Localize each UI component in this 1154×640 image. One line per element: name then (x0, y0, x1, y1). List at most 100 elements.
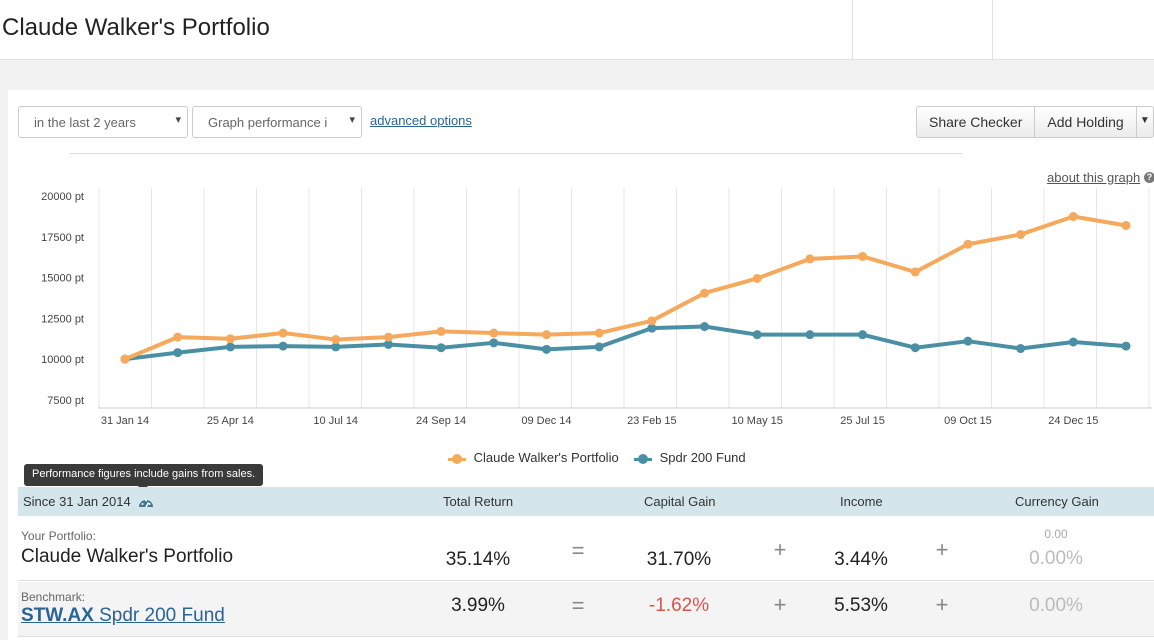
about-graph-link[interactable]: about this graph (1047, 170, 1141, 185)
benchmark-row: Benchmark: STW.AX Spdr 200 Fund 3.99% = … (18, 582, 1154, 637)
data-point (752, 330, 762, 340)
legend-label: Claude Walker's Portfolio (473, 450, 619, 465)
speedometer-icon[interactable] (138, 495, 154, 508)
performance-header: Since 31 Jan 2014 Total Return Capital G… (18, 487, 1154, 516)
help-icon[interactable]: ? (1144, 172, 1154, 183)
data-point (383, 332, 393, 342)
y-tick-label: 10000 pt (41, 354, 84, 366)
content-border (0, 90, 8, 640)
since-text: Since 31 Jan 2014 (23, 494, 131, 509)
benchmark-total-return: 3.99% (451, 595, 505, 616)
graph-select[interactable]: Graph performance i ▾ (192, 106, 362, 138)
y-tick-label: 15000 pt (41, 273, 84, 285)
legend-item-portfolio[interactable]: Claude Walker's Portfolio (448, 450, 619, 465)
since-label: Since 31 Jan 2014 (23, 494, 154, 509)
benchmark-currency-gain: 0.00% (1029, 595, 1083, 616)
equals-sign: = (571, 593, 585, 618)
data-point (383, 339, 393, 349)
benchmark-name: Spdr 200 Fund (99, 605, 225, 626)
benchmark-label: Benchmark: (21, 590, 86, 604)
data-point (963, 239, 973, 249)
x-tick-label: 10 Jul 14 (313, 415, 358, 427)
benchmark-link[interactable]: STW.AX Spdr 200 Fund (21, 605, 225, 626)
benchmark-name-link[interactable]: STW.AX Spdr 200 Fund (21, 605, 225, 627)
data-point (910, 343, 920, 353)
income-header: Income (840, 494, 883, 509)
data-point (489, 338, 499, 348)
share-checker-button[interactable]: Share Checker (917, 107, 1036, 137)
data-point (1016, 344, 1026, 354)
top-bar: Claude Walker's Portfolio (0, 0, 1154, 60)
data-point (278, 341, 288, 351)
data-point (173, 332, 183, 342)
data-point (700, 322, 710, 332)
plus-sign: + (773, 592, 787, 617)
data-point (700, 288, 710, 298)
caret-down-icon: ▾ (349, 114, 355, 126)
divider (852, 0, 853, 60)
data-point (331, 335, 341, 345)
data-point (1121, 220, 1131, 230)
data-point (541, 330, 551, 340)
caret-down-icon: ▼ (1139, 115, 1150, 126)
graph-select-value: Graph performance i (208, 115, 328, 130)
portfolio-income: 3.44% (834, 549, 888, 570)
add-holding-button[interactable]: Add Holding (1035, 107, 1137, 137)
data-point (436, 343, 446, 353)
advanced-options-link[interactable]: advanced options (370, 113, 472, 128)
data-point (752, 273, 762, 283)
equals-sign: = (571, 538, 585, 563)
portfolio-capital-gain: 31.70% (646, 549, 712, 570)
page-title: Claude Walker's Portfolio (2, 14, 270, 41)
data-point (805, 254, 815, 264)
data-point (1068, 212, 1078, 222)
dropdown-toggle-button[interactable]: ▼ (1137, 107, 1153, 137)
y-tick-label: 17500 pt (41, 232, 84, 244)
data-point (541, 344, 551, 354)
legend-item-benchmark[interactable]: Spdr 200 Fund (634, 450, 746, 465)
portfolio-row: Your Portfolio: Claude Walker's Portfoli… (18, 516, 1154, 581)
action-button-group: Share Checker Add Holding ▼ (916, 106, 1154, 138)
data-point (173, 348, 183, 358)
data-point (278, 328, 288, 338)
x-tick-label: 09 Oct 15 (944, 415, 992, 427)
data-point (436, 326, 446, 336)
data-point (858, 330, 868, 340)
period-select[interactable]: in the last 2 years ▾ (18, 106, 188, 138)
data-point (910, 267, 920, 277)
x-tick-label: 10 May 15 (732, 415, 783, 427)
portfolio-currency-gain: 0.00% (1029, 548, 1083, 569)
data-point (331, 342, 341, 352)
y-tick-label: 12500 pt (41, 313, 84, 325)
x-tick-label: 25 Apr 14 (207, 415, 254, 427)
series-line (123, 324, 1128, 362)
x-tick-label: 25 Jul 15 (840, 415, 885, 427)
divider (70, 153, 962, 154)
data-point (225, 334, 235, 344)
data-point (594, 342, 604, 352)
portfolio-currency-value: 0.00 (1044, 527, 1068, 541)
plus-sign: + (773, 537, 787, 562)
x-tick-label: 23 Feb 15 (627, 415, 677, 427)
performance-chart: 20000 pt 17500 pt 15000 pt 12500 pt 10000 pt… (41, 188, 1152, 427)
plus-sign: + (935, 537, 949, 562)
data-point (647, 323, 657, 333)
x-tick-label: 24 Dec 15 (1048, 415, 1098, 427)
x-tick-label: 31 Jan 14 (101, 415, 149, 427)
currency-gain-header: Currency Gain (1015, 494, 1099, 509)
data-point (1016, 229, 1026, 239)
x-tick-label: 24 Sep 14 (416, 415, 466, 427)
portfolio-name: Claude Walker's Portfolio (21, 546, 234, 567)
data-point (858, 251, 868, 261)
period-select-value: in the last 2 years (34, 115, 136, 130)
capital-gain-header: Capital Gain (644, 494, 716, 509)
data-point (1121, 341, 1131, 351)
data-point (120, 354, 130, 364)
benchmark-capital-gain: -1.62% (648, 595, 710, 616)
data-point (805, 330, 815, 340)
benchmark-ticker: STW.AX (21, 605, 94, 626)
caret-down-icon: ▾ (175, 114, 181, 126)
data-point (225, 342, 235, 352)
portfolio-total-return: 35.14% (445, 549, 511, 570)
your-portfolio-label: Your Portfolio: (21, 529, 96, 543)
